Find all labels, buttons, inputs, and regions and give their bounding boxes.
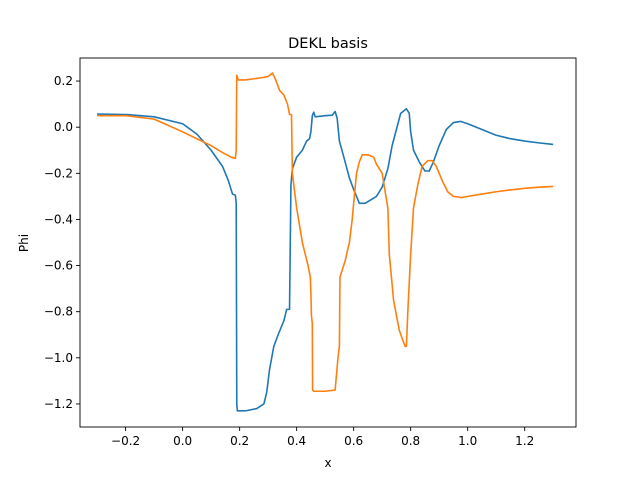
chart-title: DEKL basis (288, 36, 368, 52)
y-tick-label: 0.0 (54, 120, 73, 134)
x-tick-label: 0.8 (401, 434, 420, 448)
x-tick-label: 0.4 (287, 434, 306, 448)
axes-layer: −0.2 0.0 0.2 0.4 0.6 0.8 1.0 1.2 0.2 0.0 −0.2 −0.4 −… (44, 57, 577, 448)
y-axis-title: Phi (17, 234, 31, 252)
y-tick-label: −0.8 (44, 305, 73, 319)
y-tick-label: −1.0 (44, 351, 73, 365)
series-line-2 (97, 72, 554, 393)
x-tick-label: 1.2 (515, 434, 534, 448)
x-tick-label: 0.0 (173, 434, 192, 448)
y-tick-label: −0.6 (44, 259, 73, 273)
x-tick-label: 1.0 (458, 434, 477, 448)
y-tick-label: 0.2 (54, 74, 73, 88)
y-tick-label: −0.2 (44, 166, 73, 180)
x-axis-title: x (324, 456, 331, 470)
axes-frame (79, 57, 577, 428)
x-tick-label: −0.2 (111, 434, 140, 448)
x-tick-label: 0.2 (230, 434, 249, 448)
y-tick-label: −0.4 (44, 212, 73, 226)
series-line-1 (97, 107, 554, 412)
x-tick-label: 0.6 (344, 434, 363, 448)
y-tick-label: −1.2 (44, 397, 73, 411)
series-layer (97, 72, 554, 412)
